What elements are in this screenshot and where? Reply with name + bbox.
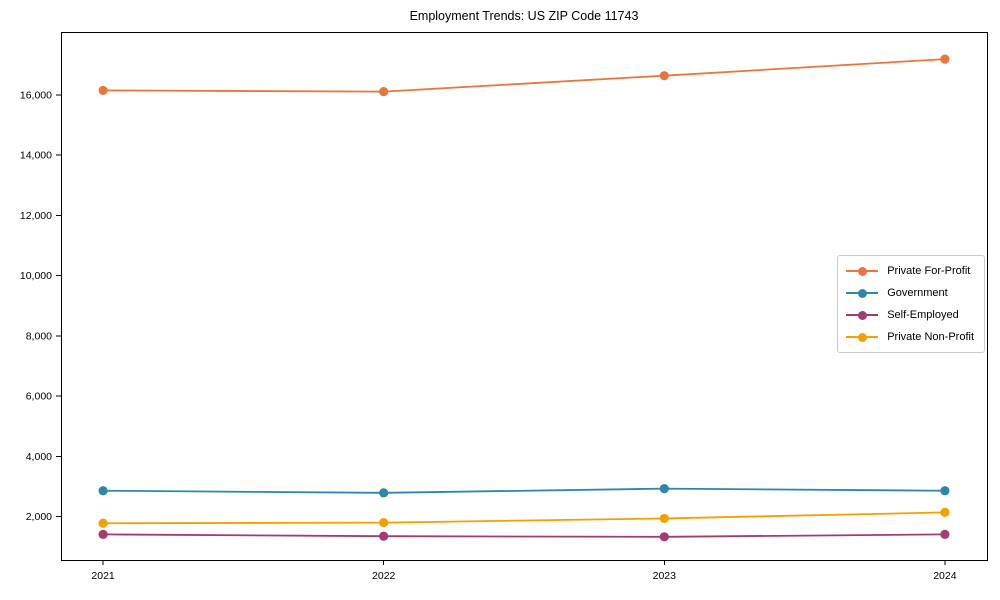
legend-item: Private For-Profit: [846, 262, 974, 280]
legend-label: Self-Employed: [887, 309, 959, 321]
data-point-marker: [379, 518, 389, 528]
chart-title: Employment Trends: US ZIP Code 11743: [409, 9, 639, 23]
legend-item: Private Non-Profit: [846, 328, 974, 346]
y-tick-label: 4,000: [26, 451, 52, 463]
data-point-marker: [98, 486, 108, 496]
y-tick-label: 2,000: [26, 511, 52, 523]
data-point-marker: [379, 87, 389, 97]
y-tick-label: 12,000: [20, 210, 52, 222]
x-tick-label: 2022: [372, 570, 396, 582]
x-tick-label: 2023: [653, 570, 677, 582]
legend-item: Self-Employed: [846, 306, 974, 324]
legend-marker-icon: [846, 266, 879, 276]
data-point-marker: [379, 488, 389, 498]
series-line: [102, 511, 946, 525]
legend-dot-icon: [857, 332, 867, 342]
series-line: [102, 58, 946, 93]
y-tick-label: 10,000: [20, 270, 52, 282]
legend-label: Private For-Profit: [887, 265, 971, 277]
series-line: [102, 487, 946, 494]
data-point-marker: [940, 486, 950, 496]
x-tick-label: 2024: [933, 570, 957, 582]
data-point-marker: [659, 532, 669, 542]
data-point-marker: [659, 513, 669, 524]
legend-dot-icon: [857, 310, 867, 320]
legend-marker-icon: [846, 332, 879, 342]
legend-label: Private Non-Profit: [887, 331, 974, 343]
legend-marker-icon: [846, 310, 879, 320]
y-tick-label: 6,000: [26, 391, 52, 403]
legend-marker-icon: [846, 288, 879, 298]
x-tick-label: 2021: [91, 570, 115, 582]
legend-dot-icon: [857, 288, 867, 298]
data-point-marker: [940, 54, 950, 64]
data-point-marker: [940, 507, 950, 518]
series-line: [102, 533, 946, 538]
y-tick-label: 16,000: [20, 89, 52, 101]
data-point-marker: [98, 518, 108, 528]
legend-item: Government: [846, 284, 974, 302]
axes-frame: [61, 32, 988, 561]
data-point-marker: [659, 484, 669, 494]
data-point-marker: [940, 529, 950, 539]
data-point-marker: [379, 531, 389, 541]
chart-legend: Private For-Profit Government Self-Employe…: [837, 255, 985, 353]
data-point-marker: [98, 85, 108, 96]
data-point-marker: [98, 529, 108, 539]
y-tick-label: 14,000: [20, 150, 52, 162]
data-point-marker: [659, 71, 669, 81]
legend-dot-icon: [857, 266, 867, 276]
legend-label: Government: [887, 287, 948, 299]
y-tick-label: 8,000: [26, 330, 52, 342]
